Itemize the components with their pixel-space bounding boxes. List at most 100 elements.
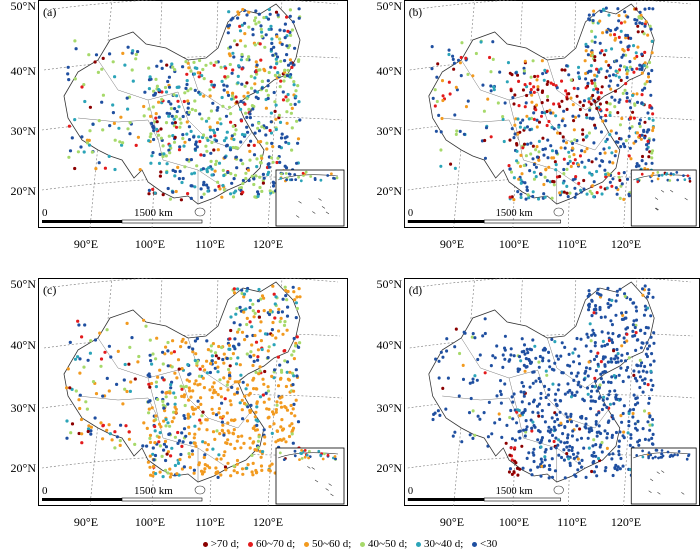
station-dot [483, 138, 487, 143]
station-dot [78, 371, 82, 375]
station-dot [521, 88, 525, 92]
station-dot [557, 102, 561, 106]
station-dot [508, 71, 512, 75]
station-dot [435, 99, 439, 104]
station-dot [561, 371, 565, 375]
station-dot [202, 470, 206, 474]
station-dot [650, 68, 654, 73]
station-dot [550, 337, 554, 341]
station-dot [239, 99, 243, 103]
station-dot [592, 438, 596, 442]
station-dot [605, 100, 609, 104]
station-dot [451, 434, 455, 438]
station-dot [617, 171, 621, 175]
station-dot [626, 326, 630, 330]
station-dot [543, 195, 547, 199]
station-dot [550, 457, 554, 461]
station-dot [234, 362, 239, 366]
station-dot [551, 111, 555, 115]
station-dot [547, 476, 551, 480]
station-dot [583, 371, 587, 375]
station-dot [522, 428, 526, 432]
station-dot [615, 289, 619, 293]
station-dot [168, 112, 172, 116]
station-dot [256, 309, 261, 313]
station-dot [622, 171, 626, 175]
station-dot [294, 341, 298, 345]
station-dot [648, 79, 652, 84]
station-dot [186, 413, 190, 418]
station-dot [651, 171, 655, 175]
station-dot [122, 378, 126, 382]
station-dot [228, 374, 232, 378]
station-dot [290, 148, 294, 152]
station-dot [616, 83, 620, 87]
station-dot [266, 93, 270, 97]
station-dot [542, 78, 546, 82]
station-dot [530, 429, 534, 433]
station-dot [476, 414, 480, 418]
inset-island [654, 197, 659, 200]
station-dot [282, 437, 286, 441]
station-dot [559, 421, 563, 425]
station-dot [590, 29, 594, 33]
lon-label-120e: 120°E [610, 237, 642, 251]
station-dot [292, 83, 296, 87]
station-dot [235, 100, 239, 104]
station-dot [255, 423, 259, 427]
station-dot [537, 139, 541, 143]
station-dot [261, 393, 265, 397]
station-dot [267, 165, 271, 169]
station-dot [170, 380, 174, 384]
station-dot [177, 439, 182, 443]
station-dot [244, 176, 248, 181]
station-dot [526, 193, 530, 197]
station-dot [530, 426, 534, 430]
station-dot [486, 97, 490, 101]
station-dot [236, 330, 240, 334]
station-dot [605, 432, 610, 436]
station-dot [604, 172, 608, 176]
station-dot [170, 62, 174, 66]
station-dot [563, 476, 567, 480]
station-dot [602, 53, 606, 57]
station-dot [535, 103, 539, 107]
station-dot [250, 325, 254, 329]
station-dot [158, 470, 162, 474]
station-dot [650, 151, 654, 155]
station-dot [278, 396, 282, 400]
station-dot [215, 127, 220, 131]
station-dot [648, 428, 652, 432]
station-dot [588, 116, 592, 120]
station-dot [66, 367, 70, 371]
station-dot [235, 390, 239, 394]
station-dot [504, 441, 508, 445]
station-dot [175, 376, 179, 380]
station-dot [297, 287, 301, 291]
station-dot [625, 72, 629, 76]
station-dot [639, 328, 643, 332]
station-dot [523, 434, 527, 438]
station-dot [543, 420, 547, 424]
station-dot [166, 186, 170, 191]
station-dot [270, 37, 274, 41]
station-dot [231, 124, 235, 128]
station-dot [478, 417, 482, 421]
station-dot [243, 338, 247, 342]
station-dot [219, 386, 223, 391]
station-dot [620, 344, 624, 348]
station-dot [98, 331, 102, 335]
station-dot [587, 13, 591, 17]
station-dot [216, 475, 220, 479]
station-dot [631, 93, 635, 98]
station-dot [610, 298, 614, 302]
station-dot [249, 86, 254, 90]
station-dot [647, 455, 650, 458]
station-dot [276, 310, 280, 314]
scalebar-empty [121, 497, 203, 502]
south-china-sea-inset [630, 169, 697, 227]
station-dot [247, 393, 251, 397]
station-dot [563, 392, 567, 396]
lat-label-20n: 20°N [10, 184, 36, 198]
station-dot [611, 332, 615, 336]
